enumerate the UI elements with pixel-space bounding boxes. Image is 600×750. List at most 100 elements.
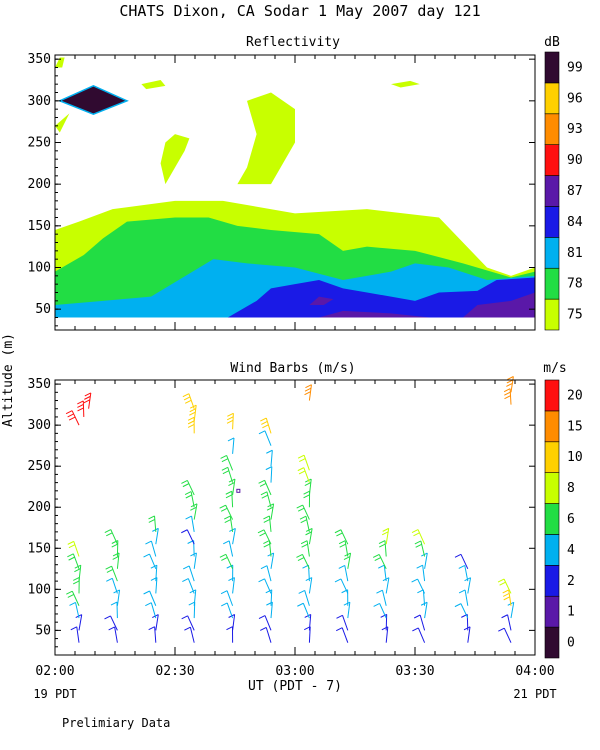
reflectivity-colorbar-label: 93 [567,122,583,137]
x-tick-label: 03:30 [395,664,434,679]
wind-colorbar-swatch [544,441,560,473]
wind-barb [260,417,272,434]
wind-barb [336,614,349,631]
wind-ytick-label: 100 [28,582,51,597]
wind-barb [67,540,80,557]
wind-colorbar-swatch [544,626,560,659]
wind-barb [454,553,469,570]
reflectivity-contour-87 [463,292,535,318]
wind-barb [296,553,310,570]
wind-colorbar-swatch [544,379,560,412]
reflectivity-colorbar-label: 81 [567,246,583,261]
reflectivity-ytick-label: 250 [28,136,51,151]
wind-barb [258,578,272,594]
wind-barb [221,466,234,483]
reflectivity-colorbar-swatch [544,175,560,207]
wind-barb [112,552,120,569]
x-left-sublabel: 19 PDT [33,687,76,701]
y-axis-label: Altitude (m) [1,333,16,427]
wind-colorbar-label: 1 [567,605,575,620]
wind-barb [299,515,310,532]
wind-barb [189,589,197,606]
wind-barb [338,564,349,582]
wind-barb [258,615,272,631]
wind-barb [108,626,118,643]
reflectivity-unit: dB [544,35,560,50]
wind-barb [181,479,195,496]
reflectivity-contour-75 [391,80,420,88]
wind-colorbar-label: 4 [567,543,575,558]
wind-ytick-label: 200 [28,500,51,515]
reflectivity-colorbar: 75 78 81 84 87 90 93 96 99 [544,51,583,331]
reflectivity-colorbar-label: 84 [567,215,583,230]
wind-barb [190,552,197,569]
wind-barb [498,627,512,643]
wind-barb [263,540,272,557]
wind-colorbar-label: 20 [567,388,583,403]
x-tick-label: 02:00 [35,664,74,679]
wind-colorbar-label: 6 [567,512,575,527]
wind-colorbar-swatch [544,472,560,504]
wind-barb [225,490,234,508]
wind-barb [266,449,273,467]
wind-ytick-label: 350 [28,377,51,392]
wind-barb [77,400,85,417]
wind-barb [226,626,234,643]
wind-barb [463,626,471,643]
wind-barb [226,564,234,582]
wind-barb [189,404,197,422]
wind-barb [501,614,512,631]
reflectivity-ytick-label: 150 [28,219,51,234]
wind-barb [145,540,157,557]
wind-barb [72,576,80,594]
reflectivity-colorbar-label: 75 [567,308,583,323]
wind-barb [335,627,349,643]
x-axis-label: UT (PDT - 7) [248,679,342,694]
wind-barb [260,626,272,643]
wind-barb [187,416,195,434]
wind-colorbar-swatch [544,534,560,566]
wind-barb [105,565,118,582]
wind-barb [411,529,426,545]
reflectivity-colorbar-swatch [544,113,560,145]
wind-barb [304,613,312,631]
wind-barb [226,412,234,430]
wind-barb [304,384,312,401]
wind-colorbar-swatch [544,565,560,597]
wind-barb [372,553,387,570]
reflectivity-colorbar-label: 99 [567,60,583,75]
wind-barb [111,540,119,557]
reflectivity-contour-87 [319,310,430,318]
wind-barb [502,589,512,606]
reflectivity-contour-75 [141,80,166,90]
wind-barb [300,540,310,557]
wind-barb [258,479,272,496]
wind-colorbar-swatch [544,410,560,443]
figure-title: CHATS Dixon, CA Sodar 1 May 2007 day 121 [119,2,480,20]
wind-barb [297,602,310,619]
wind-barb [184,626,195,643]
wind-barb [412,627,426,643]
wind-colorbar-label: 10 [567,450,583,465]
wind-barb [265,589,273,606]
wind-barb [182,578,195,594]
wind-barb [458,589,469,606]
wind-barb [411,578,426,594]
reflectivity-colorbar-label: 90 [567,153,583,168]
reflectivity-contour-75 [55,113,70,133]
wind-barb [65,410,80,426]
reflectivity-colorbar-swatch [544,51,560,84]
reflectivity-ytick-label: 350 [28,52,51,67]
wind-barb [297,467,310,483]
x-tick-label: 03:00 [275,664,314,679]
wind-barb [260,565,272,582]
wind-barb [380,613,388,631]
reflectivity-colorbar-label: 78 [567,277,583,292]
wind-ytick-label: 150 [28,541,51,556]
wind-ytick-label: 250 [28,459,51,474]
wind-barb [106,577,118,594]
wind-barb [298,590,310,606]
wind-barb [416,564,426,582]
wind-barb [104,615,118,631]
